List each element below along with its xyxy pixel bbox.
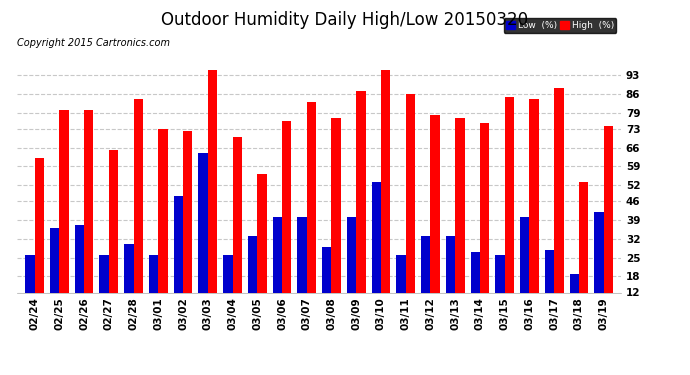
Bar xyxy=(273,217,282,325)
Bar xyxy=(356,91,366,325)
Bar xyxy=(183,131,193,325)
Bar xyxy=(347,217,356,325)
Bar xyxy=(199,153,208,325)
Bar xyxy=(529,99,539,325)
Bar xyxy=(579,182,589,325)
Bar xyxy=(84,110,93,325)
Bar xyxy=(149,255,158,325)
Bar xyxy=(455,118,464,325)
Bar xyxy=(604,126,613,325)
Bar xyxy=(471,252,480,325)
Bar xyxy=(372,182,381,325)
Text: Copyright 2015 Cartronics.com: Copyright 2015 Cartronics.com xyxy=(17,38,170,48)
Bar xyxy=(431,116,440,325)
Bar xyxy=(297,217,307,325)
Bar xyxy=(233,137,242,325)
Bar xyxy=(257,174,266,325)
Bar xyxy=(504,96,514,325)
Bar xyxy=(446,236,455,325)
Bar xyxy=(99,255,109,325)
Bar xyxy=(134,99,143,325)
Bar xyxy=(174,196,183,325)
Bar xyxy=(322,247,331,325)
Bar xyxy=(59,110,69,325)
Bar xyxy=(50,228,59,325)
Bar xyxy=(75,225,84,325)
Bar xyxy=(124,244,134,325)
Bar xyxy=(208,70,217,325)
Bar xyxy=(282,121,291,325)
Bar xyxy=(396,255,406,325)
Bar xyxy=(569,274,579,325)
Bar xyxy=(480,123,489,325)
Bar xyxy=(34,158,44,325)
Bar xyxy=(109,150,118,325)
Bar xyxy=(406,94,415,325)
Text: Outdoor Humidity Daily High/Low 20150320: Outdoor Humidity Daily High/Low 20150320 xyxy=(161,11,529,29)
Bar xyxy=(381,70,391,325)
Bar xyxy=(331,118,341,325)
Bar xyxy=(520,217,529,325)
Bar xyxy=(495,255,504,325)
Bar xyxy=(421,236,431,325)
Bar xyxy=(158,129,168,325)
Bar xyxy=(248,236,257,325)
Bar xyxy=(307,102,316,325)
Bar xyxy=(594,212,604,325)
Bar xyxy=(545,249,554,325)
Bar xyxy=(554,88,564,325)
Bar xyxy=(25,255,34,325)
Legend: Low  (%), High  (%): Low (%), High (%) xyxy=(504,18,616,33)
Bar xyxy=(223,255,233,325)
